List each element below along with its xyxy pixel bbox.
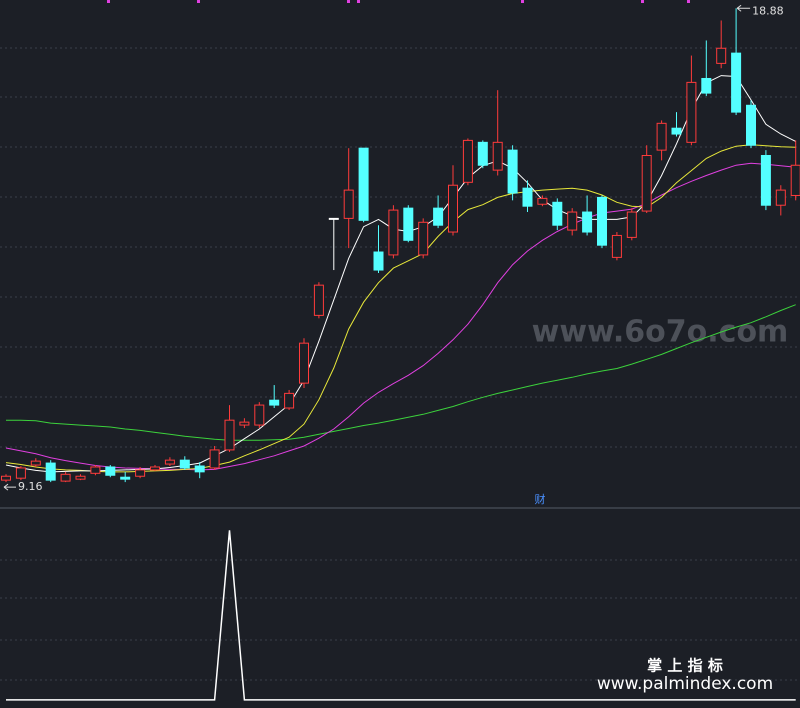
low-label: 9.16: [18, 480, 43, 493]
candle-body: [1, 475, 11, 481]
candle-body: [209, 449, 220, 469]
candle-body: [60, 473, 71, 482]
brand-url: www.palmindex.com: [597, 674, 773, 694]
candle-body: [15, 467, 26, 479]
candle-body: [552, 201, 563, 226]
candle-body: [611, 234, 622, 258]
candle-body: [239, 421, 250, 426]
candle-body: [269, 399, 280, 406]
candle-body: [760, 154, 771, 206]
candle-body: [746, 104, 756, 146]
candle-body: [358, 147, 369, 221]
plot: 18.88 9.16 财: [1, 4, 800, 701]
signal-marker: 财: [535, 492, 546, 506]
watermark: www.6o7o.com: [532, 315, 789, 350]
candle-body: [731, 52, 742, 113]
candle-body: [626, 211, 637, 238]
candle-body: [462, 139, 473, 183]
candle-body: [284, 392, 295, 409]
candle-body: [597, 196, 607, 246]
candle-body: [448, 184, 458, 233]
candle-body: [671, 127, 682, 135]
candle-body: [224, 419, 235, 451]
candle-body: [522, 187, 533, 207]
candle-body: [403, 207, 414, 241]
candle-body: [135, 469, 146, 477]
top-markers: [107, 0, 690, 3]
low-arrow: [3, 483, 16, 491]
candle-body: [418, 221, 429, 256]
candle-body: [373, 251, 384, 271]
candle-body: [537, 197, 548, 205]
candle-body: [433, 207, 444, 226]
candle-body: [75, 475, 86, 480]
candle-body: [105, 466, 116, 476]
candle-body: [194, 465, 205, 473]
indicator-line: [6, 530, 796, 701]
candle-body: [313, 284, 324, 316]
candle-body: [567, 211, 578, 231]
candle-body: [790, 164, 800, 196]
candle-body: [299, 342, 309, 384]
candle-body: [686, 81, 697, 143]
candle-body: [701, 77, 712, 94]
candle-body: [582, 211, 593, 233]
candle-body: [507, 149, 518, 194]
candle-body: [120, 476, 131, 480]
candle-body: [716, 47, 727, 64]
candle-body: [150, 466, 160, 471]
candle-body: [388, 209, 399, 256]
candle-body: [30, 460, 41, 466]
high-label: 18.88: [752, 4, 784, 17]
brand-title: 掌 上 指 标: [647, 657, 723, 675]
moving-average-line: [6, 304, 796, 441]
candle-body: [492, 141, 503, 171]
candle-body: [164, 459, 175, 465]
candle-body: [641, 154, 652, 212]
candle-body: [343, 189, 354, 219]
candle-body: [254, 404, 265, 426]
candle-body: [775, 189, 786, 206]
candle-body: [179, 459, 190, 469]
candle-body: [328, 217, 339, 220]
candle-body: [477, 141, 488, 166]
moving-average-line: [5, 162, 796, 471]
grid: [0, 47, 800, 681]
candle-body: [45, 462, 56, 481]
high-arrow: [736, 4, 751, 12]
candle-body: [90, 466, 101, 474]
candle-body: [656, 122, 667, 151]
